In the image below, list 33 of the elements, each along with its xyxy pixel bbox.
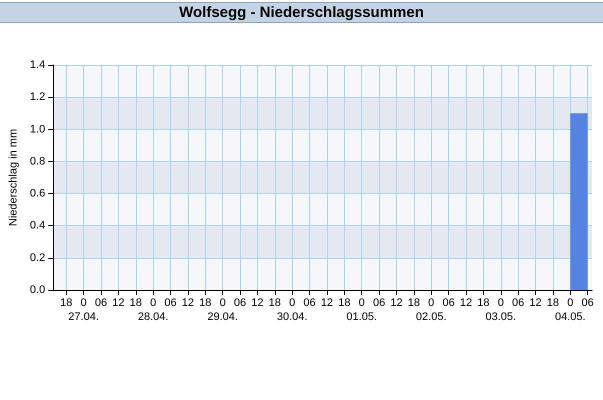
x-tick-label: 12	[460, 297, 472, 309]
x-tick-label: 18	[60, 297, 72, 309]
y-tick-label: 1.4	[30, 59, 46, 71]
chart-title: Wolfsegg - Niederschlagssummen	[179, 4, 424, 21]
x-tick-label: 18	[477, 297, 490, 309]
x-tick-label: 12	[529, 297, 542, 309]
x-tick-label: 12	[182, 297, 194, 309]
x-tick-label: 18	[408, 297, 420, 309]
y-tick-label: 0.6	[30, 188, 46, 200]
x-tick-label: 18	[268, 297, 281, 309]
x-tick-label: 06	[234, 297, 246, 309]
x-tick-label: 12	[251, 297, 264, 309]
x-tick-label: 12	[320, 297, 334, 309]
y-axis-title: Niederschlag in mm	[8, 128, 20, 226]
x-tick-label: 06	[582, 297, 594, 309]
x-tick-label: 18	[546, 297, 560, 309]
x-tick-label: 18	[130, 297, 142, 309]
x-tick-label: 06	[94, 297, 108, 309]
y-tick-label: 0.8	[30, 155, 46, 168]
x-tick-label: 12	[390, 297, 403, 309]
y-tick-label: 1.0	[30, 123, 46, 136]
y-tick-label: 0.4	[30, 220, 46, 232]
x-tick-label: 18	[199, 297, 212, 309]
x-tick-label: 06	[512, 297, 524, 309]
x-tick-label: 06	[442, 297, 455, 309]
x-tick-label: 06	[372, 297, 386, 309]
x-tick-label: 18	[338, 297, 350, 309]
x-tick-label: 12	[112, 297, 124, 309]
x-tick-label: 06	[164, 297, 177, 309]
y-tick-label: 0.0	[30, 284, 46, 296]
x-tick-label: 06	[303, 297, 316, 309]
y-tick-label: 1.2	[30, 91, 46, 104]
y-tick-label: 0.2	[30, 252, 46, 264]
